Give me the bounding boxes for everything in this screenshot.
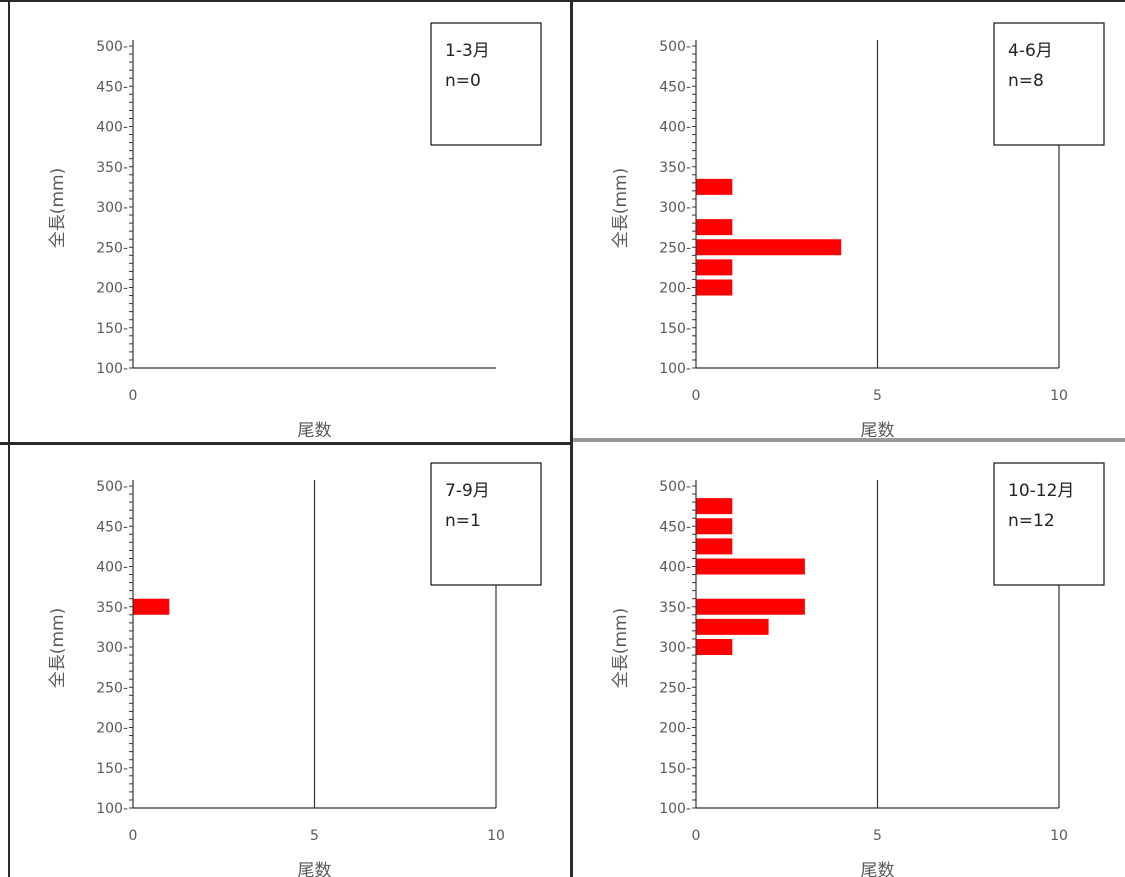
y-axis-label: 全長(mm) <box>611 168 631 248</box>
x-axis-label: 尾数 <box>298 421 332 437</box>
y-tick-label: 250- <box>659 240 691 256</box>
bar-325 <box>696 618 769 635</box>
y-tick-label: 400- <box>659 120 691 136</box>
x-tick-label: 10 <box>1050 388 1068 404</box>
x-axis-label: 尾数 <box>861 421 895 437</box>
bar-225 <box>696 259 733 276</box>
bar-400 <box>696 558 805 575</box>
panel-count: n=12 <box>1008 511 1055 531</box>
title-box <box>430 22 542 146</box>
chart-svg: 500- 450- 400- 350- 300- 250- 200- 150- 100-0 尾数 全… <box>48 22 542 437</box>
panel-title: 10-12月 <box>1008 481 1074 501</box>
y-tick-label: 100- <box>96 801 128 817</box>
y-axis-label: 全長(mm) <box>48 168 68 248</box>
title-box <box>430 462 542 586</box>
y-tick-label: 500- <box>659 479 691 495</box>
y-tick-label: 400- <box>659 560 691 576</box>
bar-350 <box>133 598 170 615</box>
x-tick-label: 5 <box>873 828 882 844</box>
y-tick-label: 500- <box>96 39 128 55</box>
y-tick-label: 350- <box>96 160 128 176</box>
y-tick-label: 200- <box>659 721 691 737</box>
y-tick-label: 350- <box>659 600 691 616</box>
y-tick-label: 450- <box>96 519 128 535</box>
y-axis-label: 全長(mm) <box>611 608 631 688</box>
title-box <box>993 22 1105 146</box>
y-tick-label: 450- <box>659 519 691 535</box>
x-tick-label: 0 <box>129 388 138 404</box>
horizontal-divider-left <box>0 442 571 445</box>
chart-svg: 500- 450- 400- 350- 300- 250- 200- 150- 100-0 5 10… <box>611 462 1105 877</box>
bar-425 <box>696 538 733 555</box>
y-tick-label: 150- <box>659 321 691 337</box>
vertical-divider <box>570 0 573 877</box>
y-axis-label: 全長(mm) <box>48 608 68 688</box>
chart-svg: 500- 450- 400- 350- 300- 250- 200- 150- 100-0 5 10… <box>48 462 542 877</box>
y-tick-label: 500- <box>659 39 691 55</box>
panel-title: 4-6月 <box>1008 41 1053 61</box>
y-tick-label: 300- <box>96 200 128 216</box>
y-tick-label: 100- <box>96 361 128 377</box>
title-box <box>993 462 1105 586</box>
x-tick-label: 0 <box>129 828 138 844</box>
y-tick-label: 400- <box>96 120 128 136</box>
y-tick-label: 150- <box>96 321 128 337</box>
y-tick-label: 450- <box>96 79 128 95</box>
panel-count: n=1 <box>445 511 481 531</box>
x-tick-label: 10 <box>487 828 505 844</box>
bar-250 <box>696 239 842 256</box>
y-tick-label: 450- <box>659 79 691 95</box>
y-tick-label: 100- <box>659 361 691 377</box>
panel-count: n=0 <box>445 71 481 91</box>
y-tick-label: 350- <box>96 600 128 616</box>
x-axis-label: 尾数 <box>298 861 332 877</box>
y-tick-label: 300- <box>659 200 691 216</box>
y-tick-label: 300- <box>96 640 128 656</box>
bar-350 <box>696 598 805 615</box>
panel-jan-mar: 500- 450- 400- 350- 300- 250- 200- 150- 100- 0 尾数 全… <box>0 0 560 437</box>
top-border <box>0 0 1125 2</box>
panel-apr-jun: 500- 450- 400- 350- 300- 250- 200- 150- 100- 0 5 10… <box>563 0 1123 437</box>
panel-count: n=8 <box>1008 71 1044 91</box>
y-tick-label: 250- <box>659 680 691 696</box>
y-tick-label: 200- <box>96 281 128 297</box>
panel-jul-sep: 500- 450- 400- 350- 300- 250- 200- 150- 100- 0 5 10… <box>0 440 560 877</box>
y-tick-label: 150- <box>659 761 691 777</box>
y-tick-label: 300- <box>659 640 691 656</box>
panel-title: 7-9月 <box>445 481 490 501</box>
x-tick-label: 5 <box>873 388 882 404</box>
bar-275 <box>696 219 733 236</box>
y-tick-label: 250- <box>96 680 128 696</box>
y-tick-label: 100- <box>659 801 691 817</box>
bar-300 <box>696 639 733 655</box>
y-tick-label: 250- <box>96 240 128 256</box>
y-tick-label: 200- <box>659 281 691 297</box>
y-tick-label: 350- <box>659 160 691 176</box>
x-tick-label: 10 <box>1050 828 1068 844</box>
panel-title: 1-3月 <box>445 41 490 61</box>
left-border <box>8 0 10 877</box>
bar-200 <box>696 279 733 296</box>
bar-325 <box>696 178 733 195</box>
x-tick-label: 5 <box>310 828 319 844</box>
bar-475 <box>696 498 733 515</box>
x-tick-label: 0 <box>692 388 701 404</box>
horizontal-divider-right <box>573 438 1125 442</box>
x-axis-label: 尾数 <box>861 861 895 877</box>
x-tick-label: 0 <box>692 828 701 844</box>
bar-450 <box>696 518 733 535</box>
chart-svg: 500- 450- 400- 350- 300- 250- 200- 150- 100-0 5 10… <box>611 22 1105 437</box>
y-tick-label: 150- <box>96 761 128 777</box>
y-tick-label: 500- <box>96 479 128 495</box>
panel-oct-dec: 500- 450- 400- 350- 300- 250- 200- 150- 100- 0 5 10… <box>563 440 1123 877</box>
y-tick-label: 400- <box>96 560 128 576</box>
y-tick-label: 200- <box>96 721 128 737</box>
